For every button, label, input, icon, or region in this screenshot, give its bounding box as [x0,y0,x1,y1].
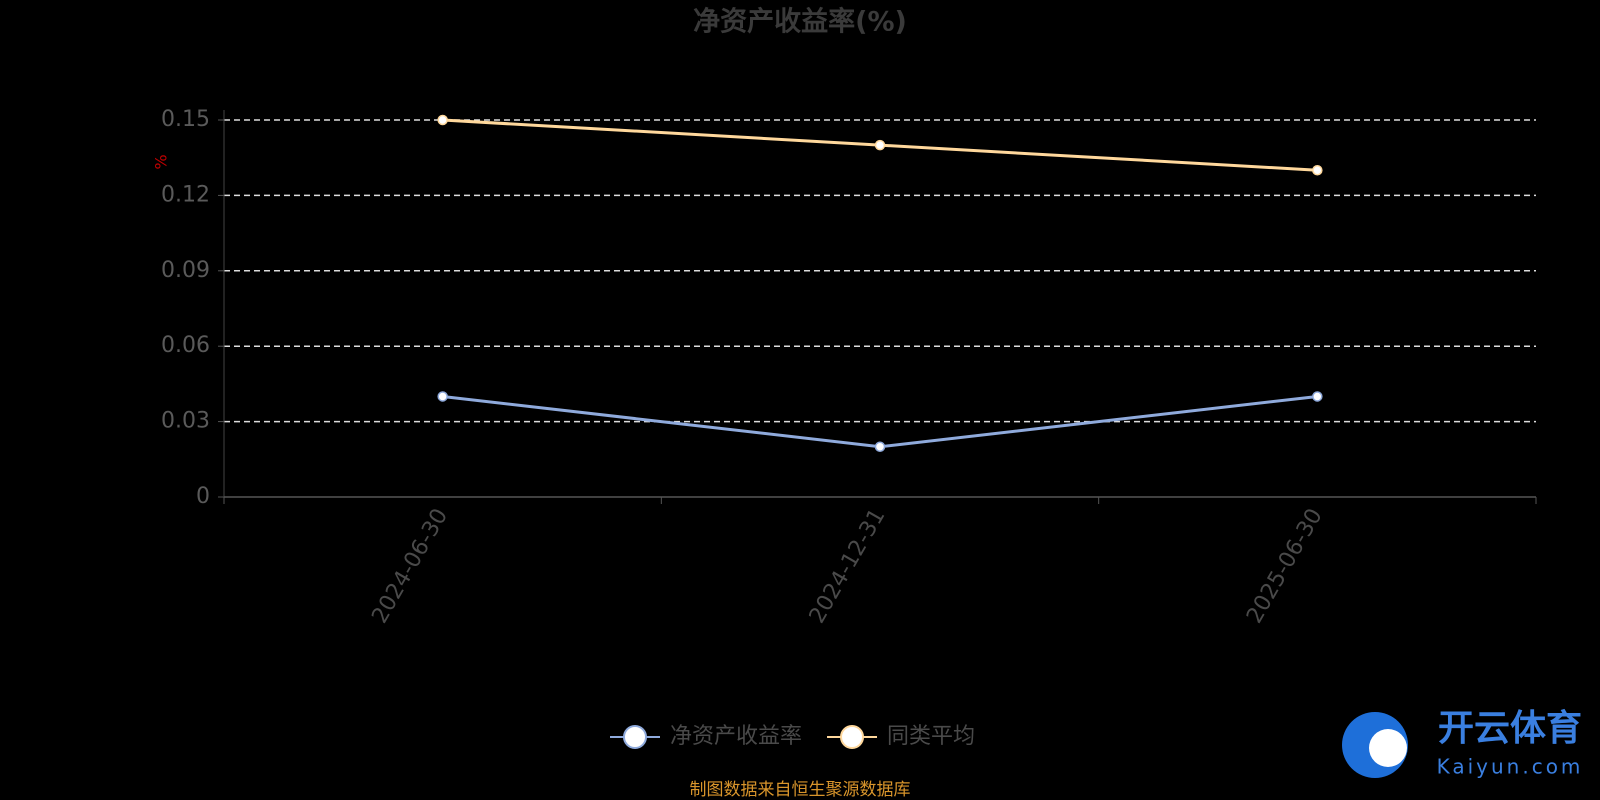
data-point [874,139,886,151]
data-point [1312,391,1323,402]
watermark-logo [1369,729,1407,767]
chart-title: 净资产收益率(%) [693,6,907,38]
y-tick-label: 0.09 [161,258,210,283]
watermark-url: Kaiyun.com [1437,755,1584,779]
legend-label: 净资产收益率 [670,724,802,749]
y-tick-label: 0 [196,484,210,509]
watermark-name: 开云体育 [1438,708,1582,749]
y-tick-label: 0.06 [161,333,210,358]
y-tick-label: 0.15 [161,107,210,132]
data-point [1312,165,1323,176]
legend-marker [840,725,865,749]
y-tick-label: 0.12 [161,182,210,207]
y-axis-label: % [152,154,171,169]
data-point [874,441,886,452]
source-note: 制图数据来自恒生聚源数据库 [690,780,911,800]
data-point [437,391,448,402]
data-point [437,114,448,126]
legend-marker [623,725,647,749]
legend-label: 同类平均 [887,724,975,749]
y-tick-label: 0.03 [161,409,210,434]
watermark: 开云体育 Kaiyun.com [1342,708,1584,779]
